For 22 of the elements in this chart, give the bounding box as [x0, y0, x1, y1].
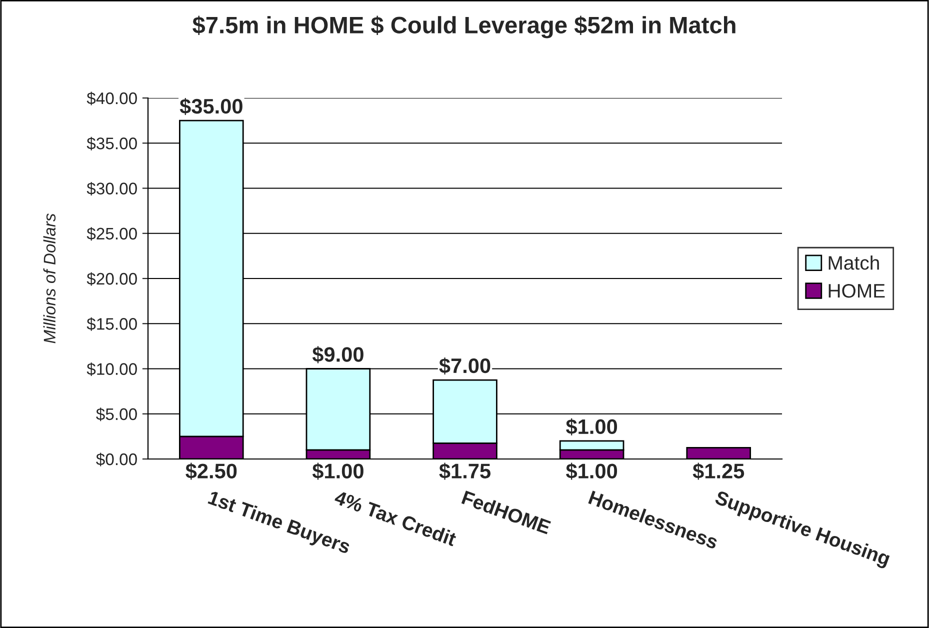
y-tick-label: $5.00	[96, 408, 137, 422]
y-tick-label: $35.00	[86, 136, 137, 150]
y-tick-label: $10.00	[86, 362, 137, 376]
data-label: $2.50	[186, 462, 237, 480]
data-label: $1.25	[692, 462, 744, 480]
y-tick-label: $0.00	[96, 452, 137, 466]
data-label: $1.00	[312, 462, 364, 480]
chart-title: $7.5m in HOME $ Could Leverage $52m in Match	[192, 16, 736, 38]
data-label: $9.00	[312, 346, 364, 364]
y-axis-title: Millions of Dollars	[43, 214, 56, 344]
legend-label: Match	[828, 256, 879, 270]
data-label: $1.00	[566, 418, 618, 436]
data-label: $1.75	[439, 462, 490, 480]
data-label: $1.00	[566, 462, 618, 480]
y-tick-label: $20.00	[86, 272, 137, 286]
data-label: $7.00	[439, 357, 490, 374]
y-tick-label: $40.00	[86, 92, 137, 106]
y-tick-label: $25.00	[86, 227, 137, 241]
y-tick-label: $15.00	[86, 317, 137, 331]
y-tick-label: $30.00	[86, 182, 137, 196]
data-label: $35.00	[180, 98, 242, 116]
legend-label: HOME	[828, 284, 885, 298]
